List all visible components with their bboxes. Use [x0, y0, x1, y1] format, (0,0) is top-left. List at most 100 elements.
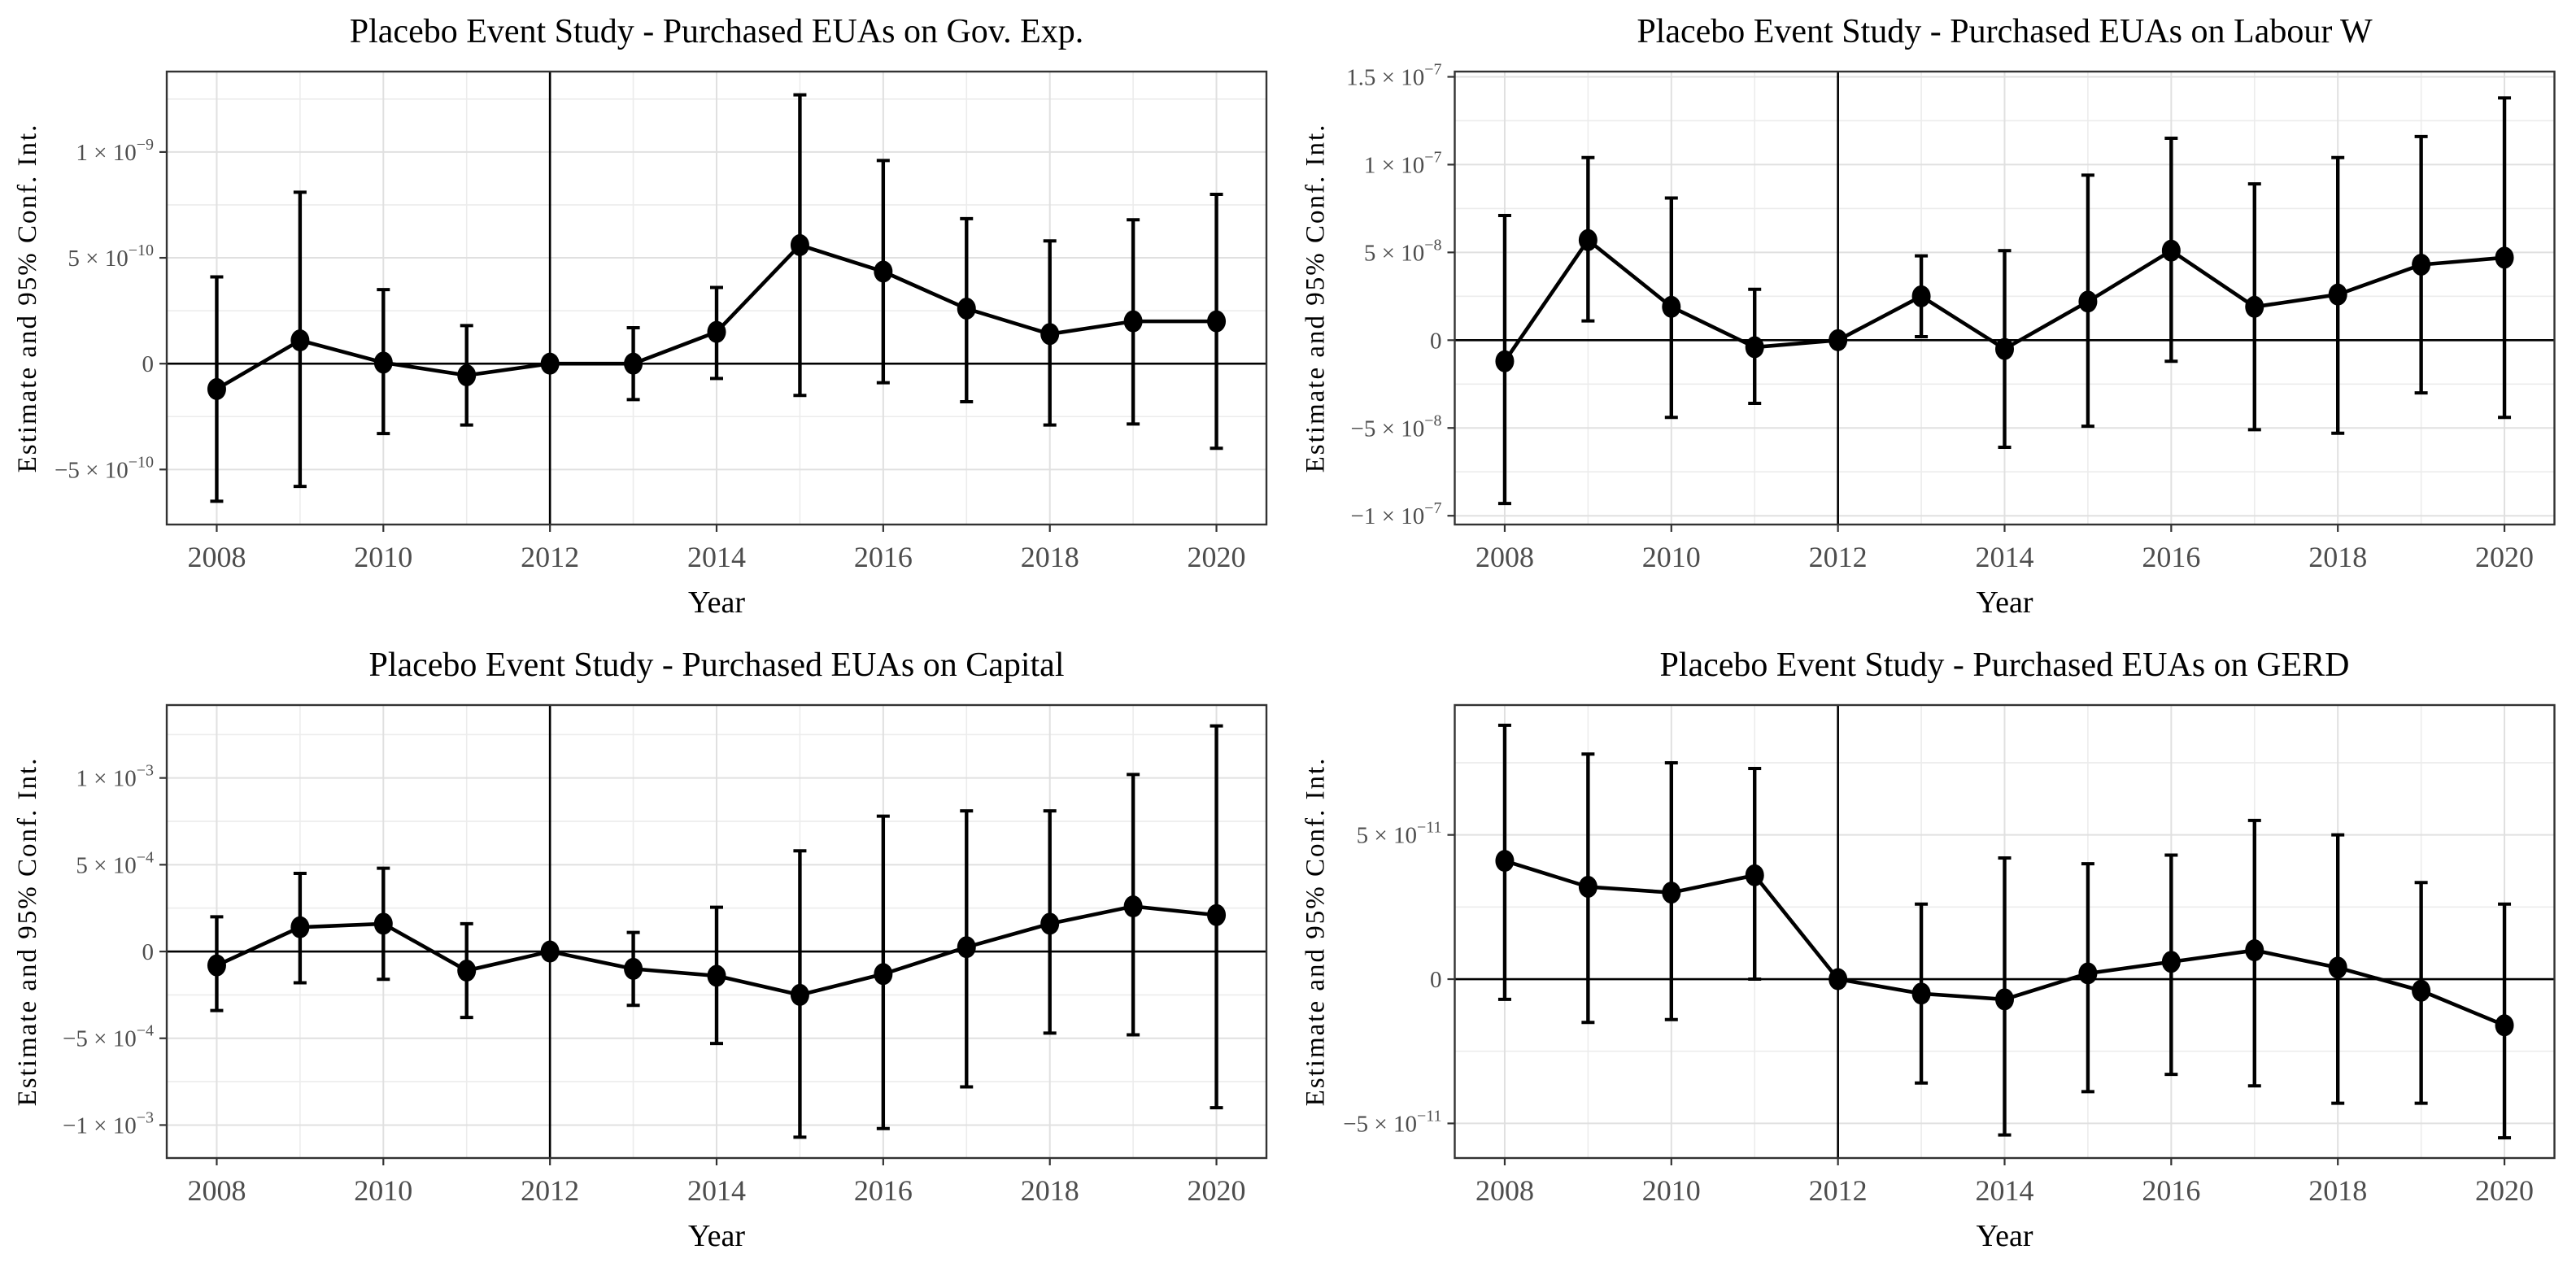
chart-gov-exp: 2008 2010 2012 2014 2016 2018 2020 −5 × 10−10 0 5… — [13, 13, 1268, 620]
data-point — [1745, 336, 1764, 359]
data-point — [2495, 246, 2514, 269]
data-point — [957, 298, 976, 320]
y-tick-label: −1 × 10−3 — [63, 1108, 154, 1139]
data-point — [2078, 290, 2098, 313]
data-point — [1911, 285, 1931, 307]
panel-labour-w: 2008 2010 2012 2014 2016 2018 2020 −1 × 10−7 −5 … — [1288, 0, 2576, 634]
data-point — [2328, 283, 2347, 306]
data-point — [1040, 912, 1060, 935]
y-tick-label: 0 — [1430, 328, 1442, 354]
x-tick-label: 2008 — [187, 1174, 246, 1207]
data-point — [790, 233, 809, 256]
data-point — [624, 352, 643, 375]
x-tick-label: 2012 — [521, 541, 579, 573]
y-tick-label: 0 — [142, 351, 155, 377]
data-point — [2412, 979, 2431, 1002]
data-point — [373, 351, 393, 374]
data-point — [624, 957, 643, 980]
data-point — [1995, 988, 2014, 1011]
y-axis-label: Estimate and 95% Conf. Int. — [1301, 124, 1331, 473]
y-tick-label: 1 × 10−9 — [76, 136, 154, 166]
y-tick-label: 1 × 10−7 — [1364, 148, 1442, 178]
panel-title: Placebo Event Study - Purchased EUAs on … — [350, 13, 1083, 50]
y-tick-label: 0 — [1430, 967, 1442, 993]
data-point — [1207, 903, 1227, 926]
data-point — [1662, 295, 1681, 318]
data-point — [1578, 876, 1597, 899]
chart-gerd: 2008 2010 2012 2014 2016 2018 2020 −5 × 10−11 0 5… — [1301, 647, 2556, 1253]
panel-gerd: 2008 2010 2012 2014 2016 2018 2020 −5 × 10−11 0 5… — [1288, 634, 2576, 1267]
data-point — [790, 983, 809, 1006]
data-point — [1495, 850, 1515, 873]
x-tick-label: 2008 — [187, 541, 246, 573]
x-tick-label: 2016 — [2142, 541, 2200, 573]
y-tick-label: 5 × 10−11 — [1357, 819, 1442, 849]
x-axis-label: Year — [1976, 1219, 2033, 1253]
data-point — [874, 963, 893, 986]
x-tick-label: 2018 — [2308, 541, 2367, 573]
panel-capital: 2008 2010 2012 2014 2016 2018 2020 −1 × 10−3 −5 … — [0, 634, 1288, 1267]
data-point — [2245, 939, 2264, 962]
x-axis-label: Year — [688, 1219, 745, 1253]
data-point — [1662, 882, 1681, 904]
x-tick-label: 2010 — [1642, 1174, 1701, 1207]
data-point — [1123, 895, 1143, 918]
data-point — [207, 954, 226, 977]
data-point — [2078, 962, 2098, 985]
x-tick-label: 2018 — [1021, 541, 1079, 573]
y-axis-label: Estimate and 95% Conf. Int. — [13, 124, 42, 473]
data-point — [2161, 951, 2181, 973]
data-point — [290, 916, 310, 938]
y-tick-label: −5 × 10−8 — [1351, 411, 1442, 442]
x-tick-label: 2014 — [687, 1174, 746, 1207]
x-tick-label: 2020 — [1188, 541, 1246, 573]
y-tick-label: −5 × 10−4 — [63, 1022, 154, 1052]
data-point — [1995, 337, 2014, 360]
y-tick-label: 5 × 10−8 — [1364, 236, 1442, 266]
x-tick-label: 2014 — [1976, 1174, 2034, 1207]
data-point — [540, 352, 560, 375]
data-point — [1578, 229, 1597, 251]
y-tick-label: 5 × 10−4 — [76, 848, 154, 878]
x-tick-label: 2014 — [687, 541, 746, 573]
data-point — [707, 964, 726, 987]
x-tick-label: 2020 — [2475, 541, 2534, 573]
data-point — [1911, 982, 1931, 1005]
y-axis-label: Estimate and 95% Conf. Int. — [13, 757, 42, 1107]
data-point — [1828, 329, 1848, 351]
x-tick-label: 2020 — [1188, 1174, 1246, 1207]
data-point — [1828, 968, 1848, 991]
data-point — [2495, 1014, 2514, 1037]
y-tick-label: 1 × 10−3 — [76, 762, 154, 792]
y-tick-label: 1.5 × 10−7 — [1346, 60, 1441, 90]
x-tick-label: 2010 — [354, 541, 412, 573]
data-point — [207, 377, 226, 400]
data-point — [2245, 295, 2264, 318]
x-tick-label: 2016 — [854, 541, 913, 573]
x-tick-label: 2010 — [1642, 541, 1701, 573]
x-tick-label: 2010 — [354, 1174, 412, 1207]
x-tick-label: 2014 — [1976, 541, 2034, 573]
y-tick-label: −1 × 10−7 — [1351, 499, 1442, 529]
data-point — [457, 960, 477, 982]
data-point — [1745, 864, 1764, 886]
panel-title: Placebo Event Study - Purchased EUAs on … — [1637, 13, 2373, 50]
y-axis-label: Estimate and 95% Conf. Int. — [1301, 757, 1331, 1107]
x-axis-label: Year — [688, 586, 745, 620]
panel-gov-exp: 2008 2010 2012 2014 2016 2018 2020 −5 × 10−10 0 5… — [0, 0, 1288, 634]
data-point — [457, 364, 477, 387]
data-point — [1495, 350, 1515, 372]
x-tick-label: 2016 — [854, 1174, 913, 1207]
x-tick-label: 2008 — [1475, 1174, 1534, 1207]
y-tick-label: −5 × 10−11 — [1343, 1107, 1441, 1137]
x-tick-label: 2020 — [2475, 1174, 2534, 1207]
x-axis-label: Year — [1976, 586, 2033, 620]
x-tick-label: 2016 — [2142, 1174, 2200, 1207]
y-tick-label: 0 — [142, 939, 155, 965]
x-tick-label: 2012 — [1809, 541, 1868, 573]
x-tick-label: 2018 — [2308, 1174, 2367, 1207]
x-tick-label: 2008 — [1475, 541, 1534, 573]
x-tick-label: 2018 — [1021, 1174, 1079, 1207]
chart-capital: 2008 2010 2012 2014 2016 2018 2020 −1 × 10−3 −5 … — [13, 647, 1268, 1253]
